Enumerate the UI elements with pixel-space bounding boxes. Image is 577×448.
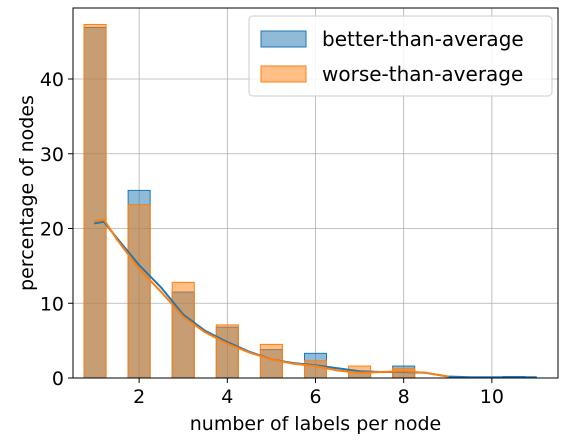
kde-line-worse — [94, 218, 449, 378]
x-tick-label: 6 — [309, 386, 321, 408]
y-axis-label: percentage of nodes — [16, 95, 38, 291]
bar-worse — [127, 204, 151, 379]
y-tick-label: 20 — [40, 219, 64, 241]
x-tick-label: 8 — [398, 386, 410, 408]
legend-swatch — [260, 30, 307, 48]
legend-swatch — [260, 65, 307, 83]
legend-label: better-than-average — [322, 27, 524, 51]
kde-lines — [94, 218, 537, 379]
y-tick-label: 10 — [40, 293, 64, 315]
legend: better-than-average worse-than-average — [248, 15, 553, 97]
legend-frame — [248, 15, 553, 97]
legend-label: worse-than-average — [322, 62, 523, 86]
y-tick-label: 0 — [52, 368, 64, 390]
x-tick-label: 4 — [221, 386, 233, 408]
bar-worse — [83, 23, 107, 379]
x-axis-label: number of labels per node — [190, 413, 441, 435]
y-tick-label: 30 — [40, 144, 64, 166]
ticks: 2 4 6 8 10 0 10 20 30 40 — [40, 69, 504, 408]
bar-worse — [215, 324, 239, 379]
bar-worse — [303, 360, 328, 379]
x-tick-label: 2 — [133, 386, 145, 408]
y-tick-label: 40 — [40, 69, 64, 91]
x-tick-label: 10 — [480, 386, 504, 408]
bar-worse — [171, 281, 195, 379]
